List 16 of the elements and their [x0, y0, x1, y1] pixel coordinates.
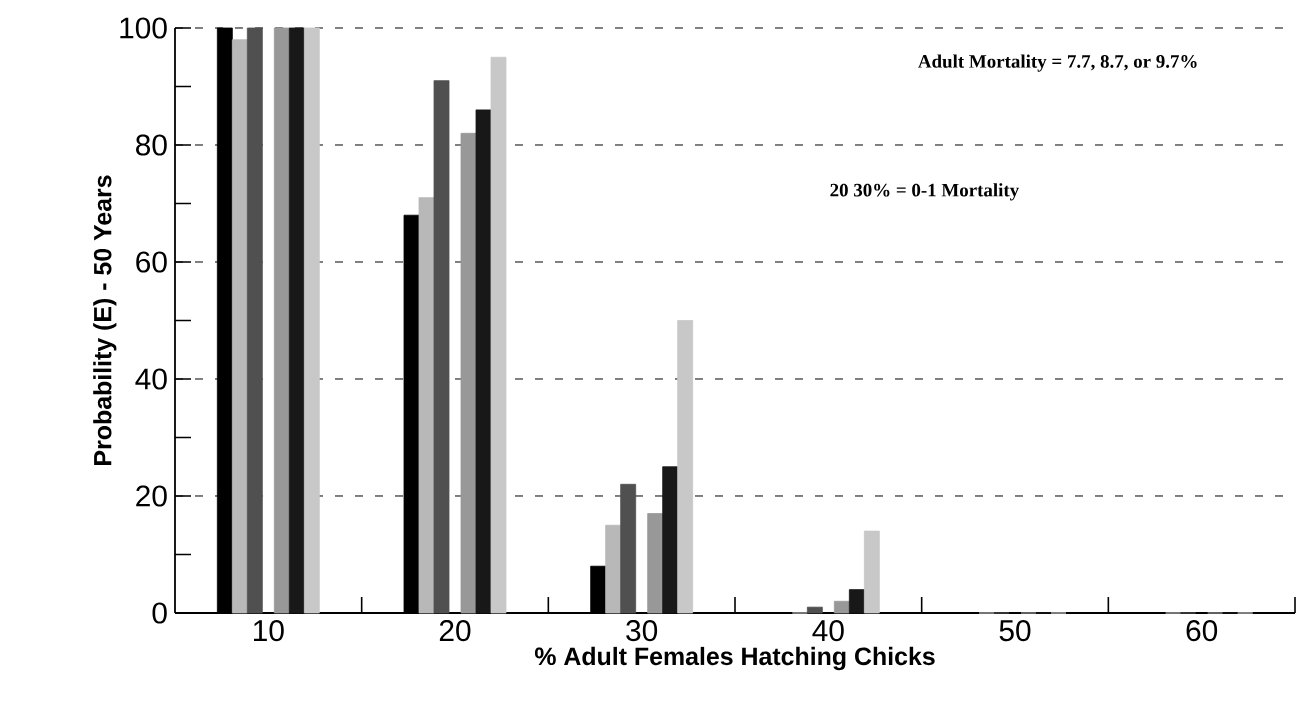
x-tick-label: 40	[812, 620, 844, 642]
y-tick-label: 100	[120, 17, 167, 39]
y-tick-label: 80	[136, 134, 167, 156]
x-tick-label: 30	[626, 620, 658, 642]
x-tick-label: 20	[439, 620, 471, 642]
x-tick-label: 60	[1186, 620, 1218, 642]
y-tick-label: 20	[136, 485, 167, 507]
y-tick-label: 40	[135, 368, 167, 390]
annotation: 20 30% = 0-1 Mortality	[830, 183, 1019, 201]
y-tick-label: 0	[152, 602, 167, 624]
y-tick-label: 60	[136, 251, 167, 273]
x-tick-label: 50	[999, 620, 1031, 642]
x-axis-title: % Adult Females Hatching Chicks	[534, 646, 935, 671]
annotation: Adult Mortality = 7.7, 8.7, or 9.7%	[918, 54, 1197, 72]
x-tick-label: 10	[254, 620, 284, 642]
y-axis-title: Probability (E) - 50 Years	[93, 175, 117, 465]
